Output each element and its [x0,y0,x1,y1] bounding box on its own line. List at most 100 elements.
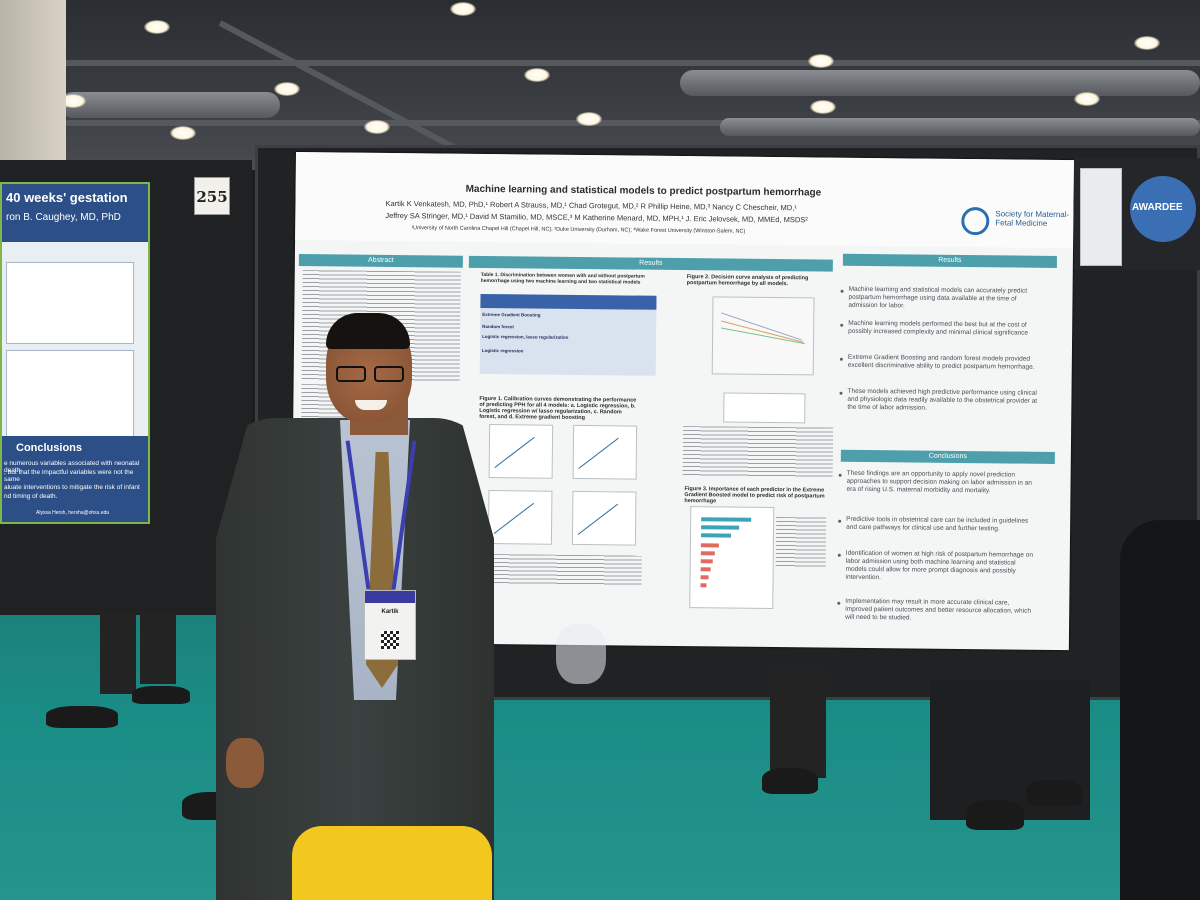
calibration-curve [494,436,535,468]
bullet-icon [838,519,842,523]
person-leg [770,668,826,778]
bullet-icon [839,391,843,395]
table-header [480,293,657,310]
shoe [46,706,118,728]
award-text: AWARDEE [1132,202,1183,213]
results-bullet: These models achieved high predictive pe… [847,387,1038,412]
ceiling-light [810,100,836,114]
decision-curve [721,312,803,341]
ceiling-light [1134,36,1160,50]
pillar [0,0,66,180]
neighbor-poster: 40 weeks' gestation ron B. Caughey, MD, … [0,182,150,524]
ceiling-light [274,82,300,96]
ceiling-light [364,120,390,134]
figure2-legend-text [682,426,834,478]
society-logo-icon [961,206,990,236]
calibration-curve [577,503,618,535]
importance-bar [700,533,732,538]
neighbor-poster-conclusions-heading: Conclusions [16,442,83,454]
importance-bar [700,543,719,548]
calibration-plot [571,490,637,546]
results-table: Extreme Gradient Boosting Random forest … [479,293,657,376]
shoe [132,686,190,704]
importance-bar [700,583,707,588]
decision-curve-legend [723,392,806,424]
person-leg [100,614,136,694]
bullet-icon [837,601,841,605]
poster-header: Machine learning and statistical models … [295,152,1074,249]
society-logo-text: Society for Maternal-Fetal Medicine [995,209,1070,228]
presenter-hand [226,738,264,788]
figure3-legend-text [775,517,827,568]
badge-header [365,591,415,603]
shoe [966,800,1024,830]
neighbor-poster-chart [6,350,134,452]
poster-affiliations: ¹University of North Carolina Chapel Hil… [411,225,746,235]
calibration-curve [493,502,534,534]
neighbor-poster-text: nd timing of death. [4,493,58,500]
neighbor-poster-email: Alyssa Hersh, hersha@ohsu.edu [36,510,110,516]
calibration-plot [487,490,553,545]
bullet-icon [840,289,844,293]
ceiling-beam [60,60,1200,66]
award-ribbon-icon [1130,176,1196,242]
shoe [1026,780,1082,806]
person-silhouette [1120,520,1200,900]
importance-bar [701,525,740,530]
glasses-lens [336,366,366,382]
glasses-lens [374,366,404,382]
name-badge: Kartik [364,590,416,660]
bullet-icon [837,553,841,557]
bullet-icon [839,357,843,361]
ceiling-light [60,94,86,108]
poster-authors: Kartik K Venkatesh, MD, PhD,¹ Robert A S… [385,198,797,213]
table-row: Logistic regression [481,347,524,354]
table-row: Random forest [482,323,514,330]
person-leg [140,614,176,684]
neighbor-poster-author: ron B. Caughey, MD, PhD [6,212,121,223]
calibration-plot [572,424,638,480]
abstract-heading: Abstract [298,254,463,268]
ceiling-light [1074,92,1100,106]
bullet-icon [838,473,842,477]
table-row: Extreme Gradient Boosting [482,311,541,318]
neighbor-poster-header: 40 weeks' gestation ron B. Caughey, MD, … [2,184,148,242]
conclusion-bullet: Predictive tools in obstetrical care can… [846,515,1029,533]
neighbor-poster-conclusions: Conclusions e numerous variables associa… [2,436,148,522]
figure3-caption: Figure 3. Importance of each predictor i… [684,486,825,505]
results-heading: Results [468,255,833,272]
neighbor-poster-chart [6,262,134,344]
ceiling [0,0,1200,170]
ceiling-light [576,112,602,126]
results-bullet: Extreme Gradient Boosting and random for… [847,353,1035,371]
booth-number-tag: 255 [194,177,230,215]
results-heading-right: Results [842,253,1057,268]
conclusion-bullet: Identification of women at high risk of … [845,549,1034,582]
calibration-curve [578,437,619,469]
conclusions-heading: Conclusions [840,449,1055,464]
award-poster: AWARDEE [1074,158,1200,270]
decision-curve [721,320,804,343]
air-duct [720,118,1200,136]
conclusion-bullet: Implementation may result in more accura… [845,597,1031,622]
ceiling-light [170,126,196,140]
ceiling-light [450,2,476,16]
yellow-bag [292,826,492,900]
results-bullet: Machine learning models performed the be… [848,319,1029,337]
poster-authors: Jeffrey SA Stringer, MD,¹ David M Stamil… [385,210,808,225]
neighbor-poster-text: e numerous variables associated with neo… [4,460,140,474]
figure1-legend-text [481,553,642,586]
air-duct [60,92,280,118]
bullet-icon [840,323,844,327]
decision-curve-plot [711,296,815,376]
neighbor-poster-title: 40 weeks' gestation [6,190,128,205]
ceiling-light [808,54,834,68]
plastic-bag [556,624,606,684]
importance-bar [700,575,709,580]
variable-importance-chart [689,506,775,610]
award-sidebar [1080,168,1122,266]
figure2-caption: Figure 2. Decision curve analysis of pre… [686,274,809,288]
importance-bar [700,551,715,556]
results-bullet: Machine learning and statistical models … [848,285,1028,310]
presenter-smile [355,400,387,410]
